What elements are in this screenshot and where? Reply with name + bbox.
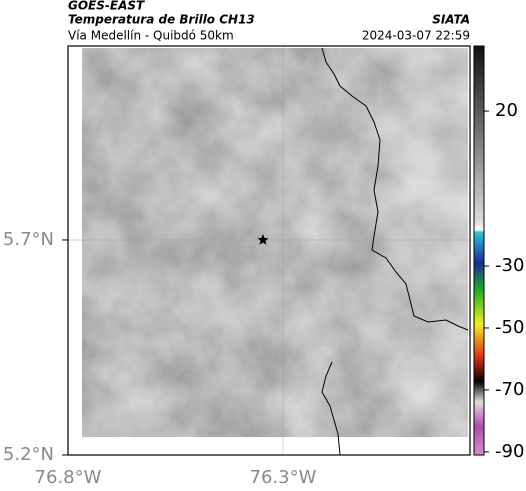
image-shade [82,48,468,437]
timestamp: 2024-03-07 22:59 [362,29,470,43]
map-frame [67,45,471,456]
colorbar-tick-label: -70 [495,379,524,400]
boundary [321,47,469,331]
colorbar-tick-label: -50 [495,317,524,338]
y-tick-label: 5.7°N [3,229,54,250]
subtitle: Vía Medellín - Quibdó 50km [68,29,234,43]
brand: SIATA [432,13,470,27]
boundary [321,361,341,456]
x-tick-label: 76.3°W [250,467,317,488]
colorbar-tick-label: -90 [495,441,524,462]
source: GOES-EAST [68,0,145,13]
title: Temperatura de Brillo CH13 [68,13,255,27]
y-tick-label: 5.2°N [3,444,54,465]
colorbar [473,45,485,456]
colorbar-tick-label: 20 [495,100,518,121]
colorbar-tick-label: -30 [495,255,524,276]
x-tick-label: 76.8°W [35,467,102,488]
location-marker [257,234,269,245]
